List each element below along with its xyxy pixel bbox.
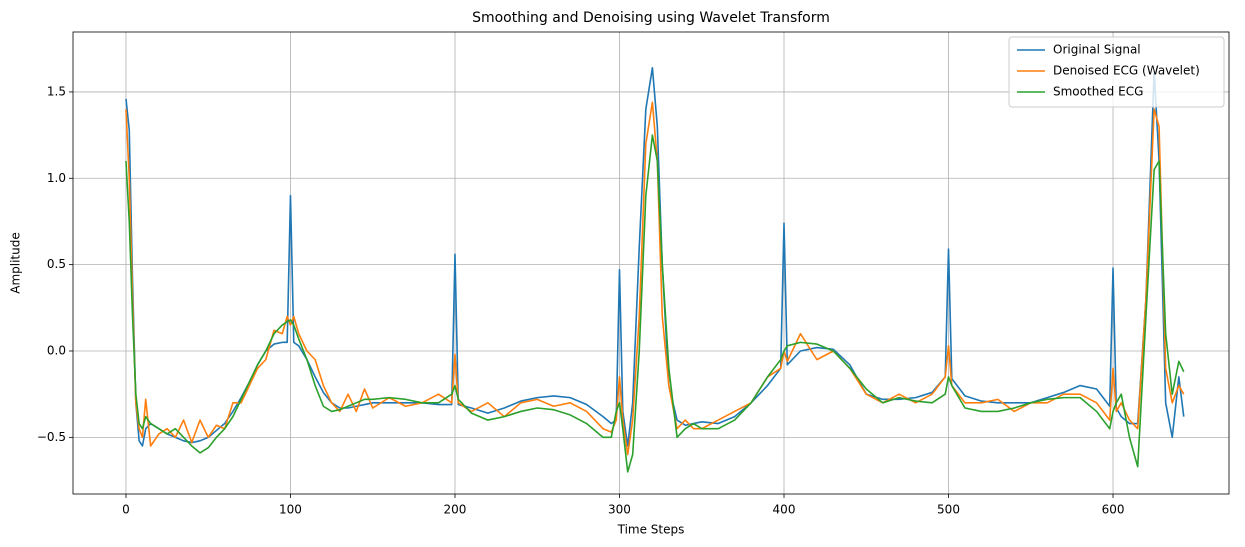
plot-frame xyxy=(72,31,1230,495)
x-tick-label: 100 xyxy=(279,503,302,517)
x-tick-label: 600 xyxy=(1102,503,1125,517)
legend-label: Denoised ECG (Wavelet) xyxy=(1053,64,1200,78)
x-tick-label: 500 xyxy=(937,503,960,517)
y-tick-label: −0.5 xyxy=(37,430,66,444)
chart-title: Smoothing and Denoising using Wavelet Tr… xyxy=(472,10,830,26)
y-tick-label: 1.5 xyxy=(47,84,66,98)
y-tick-label: 0.0 xyxy=(47,343,66,357)
legend-label: Original Signal xyxy=(1053,43,1141,57)
legend-box xyxy=(1008,36,1225,108)
x-tick-label: 400 xyxy=(773,503,796,517)
series-line xyxy=(125,101,1185,456)
y-tick-label: 0.5 xyxy=(47,257,66,271)
x-axis-label: Time Steps xyxy=(617,523,685,537)
y-axis-label: Amplitude xyxy=(9,232,23,294)
x-tick-label: 0 xyxy=(122,503,130,517)
legend-label: Smoothed ECG xyxy=(1053,85,1143,99)
x-tick-label: 300 xyxy=(608,503,631,517)
y-tick-label: 1.0 xyxy=(47,171,66,185)
series-line xyxy=(125,134,1185,473)
x-tick-label: 200 xyxy=(444,503,467,517)
